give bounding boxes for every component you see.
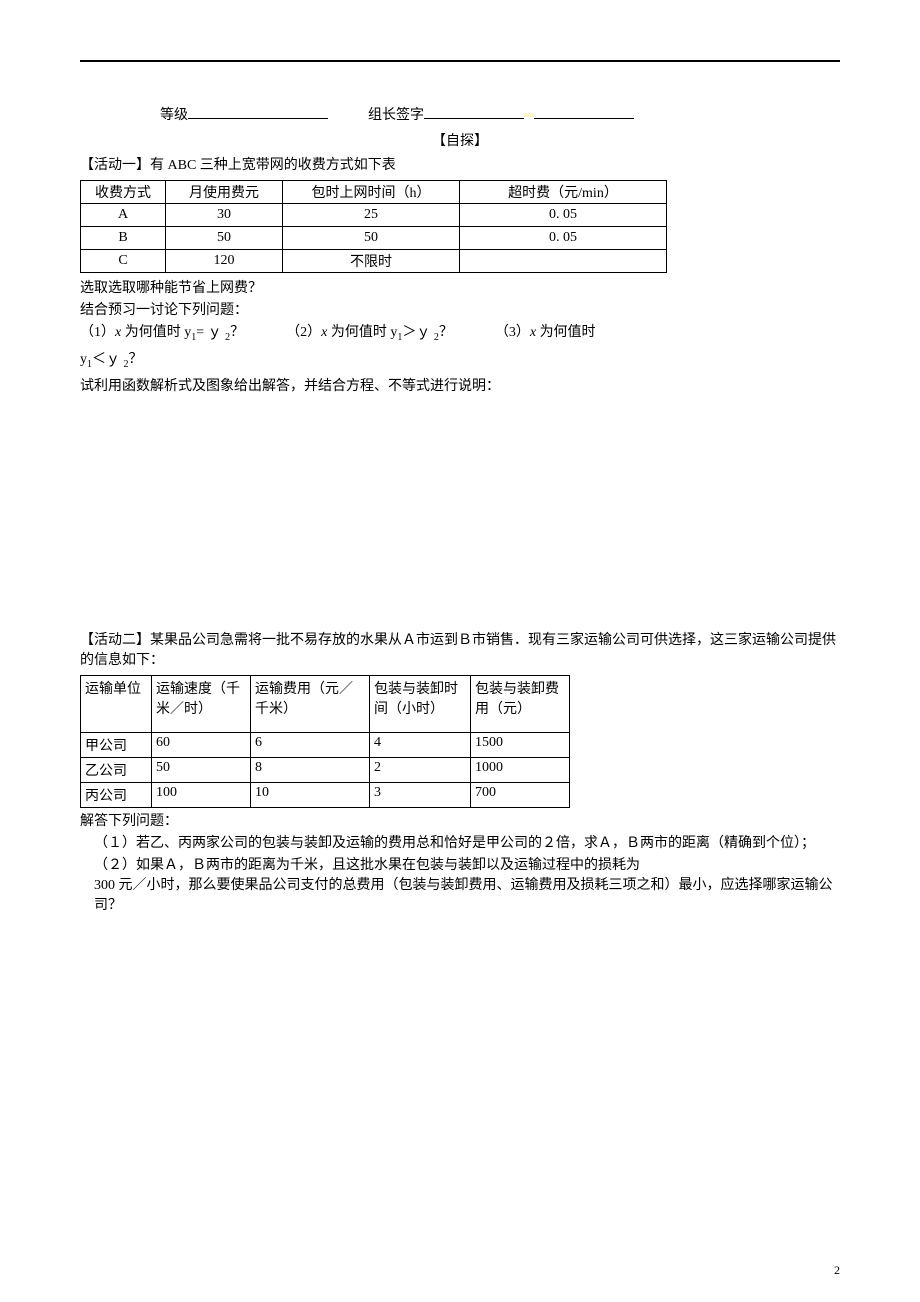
q1-mid: 为何值时 y: [121, 325, 191, 340]
ship-cell: 60: [152, 732, 251, 757]
top-rule: [80, 60, 840, 62]
q4-end: ？: [129, 352, 143, 367]
table-row: 收费方式 月使用费元 包时上网时间（h） 超时费（元/min）: [81, 181, 667, 204]
ship-cell: 1000: [471, 757, 570, 782]
q1-eq: = ｙ: [196, 325, 225, 340]
table-row: 甲公司 60 6 4 1500: [81, 732, 570, 757]
fee-col-3: 超时费（元/min）: [460, 181, 667, 204]
q3-mid: 为何值时: [536, 325, 596, 340]
q4-pre: y: [80, 352, 87, 367]
q4-lt: ＜ｙ: [92, 352, 124, 367]
fee-cell: 0. 05: [460, 204, 667, 227]
ship-cell: 50: [152, 757, 251, 782]
activity1-question-line2: y1＜ｙ 2？: [80, 350, 840, 375]
ship-cell: 乙公司: [81, 757, 152, 782]
activity1-questions: （1）x 为何值时 y1= ｙ 2？ （2）x 为何值时 y1＞ｙ 2？ （3）…: [80, 323, 840, 348]
table-row: 运输单位 运输速度（千米／时） 运输费用（元／千米） 包装与装卸时间（小时） 包…: [81, 675, 570, 732]
table-row: B 50 50 0. 05: [81, 227, 667, 250]
explore-title: 【自探】: [432, 134, 488, 149]
q1-end: ？: [230, 325, 244, 340]
ship-cell: 100: [152, 782, 251, 807]
q3-pre: （3）: [495, 325, 530, 340]
activity1-title: 【活动一】有 ABC 三种上宽带网的收费方式如下表: [80, 156, 840, 176]
table-row: 乙公司 50 8 2 1000: [81, 757, 570, 782]
table-row: 丙公司 100 10 3 700: [81, 782, 570, 807]
activity1-after1: 选取选取哪种能节省上网费？: [80, 279, 840, 299]
leader-blank-2: [534, 102, 634, 119]
leader-label: 组长签字: [368, 108, 424, 123]
grade-field: 等级: [160, 102, 328, 124]
signature-row: 等级 组长签字: [160, 102, 840, 124]
table-row: A 30 25 0. 05: [81, 204, 667, 227]
grade-label: 等级: [160, 108, 188, 123]
ship-cell: 2: [370, 757, 471, 782]
activity1-after2: 结合预习一讨论下列问题：: [80, 301, 840, 321]
fee-cell: 不限时: [283, 250, 460, 273]
ship-col-2: 运输费用（元／千米）: [251, 675, 370, 732]
ship-col-1: 运输速度（千米／时）: [152, 675, 251, 732]
fee-cell: C: [81, 250, 166, 273]
ship-col-3: 包装与装卸时间（小时）: [370, 675, 471, 732]
leader-field: 组长签字: [368, 102, 634, 124]
ship-cell: 6: [251, 732, 370, 757]
fee-cell: 30: [166, 204, 283, 227]
grade-blank: [188, 102, 328, 119]
q2-mid: 为何值时 y: [327, 325, 397, 340]
table-row: C 120 不限时: [81, 250, 667, 273]
fee-cell: 50: [166, 227, 283, 250]
leader-blank-1: [424, 102, 524, 119]
ship-col-0: 运输单位: [81, 675, 152, 732]
ship-cell: 甲公司: [81, 732, 152, 757]
q2-gt: ＞ｙ: [402, 325, 434, 340]
fee-cell: A: [81, 204, 166, 227]
ship-col-4: 包装与装卸费用（元）: [471, 675, 570, 732]
page-number: 2: [834, 1263, 840, 1278]
ship-cell: 4: [370, 732, 471, 757]
activity1-after3: 试利用函数解析式及图象给出解答，并结合方程、不等式进行说明：: [80, 377, 840, 397]
q2-pre: （2）: [286, 325, 321, 340]
fee-cell: 25: [283, 204, 460, 227]
ship-cell: 3: [370, 782, 471, 807]
q1-pre: （1）: [80, 325, 115, 340]
fee-cell: 50: [283, 227, 460, 250]
activity2-after1: 解答下列问题：: [80, 812, 840, 832]
yellow-dot-icon: [524, 113, 534, 117]
activity2-q2: （２）如果Ａ，Ｂ两市的距离为千米，且这批水果在包装与装卸以及运输过程中的损耗为 …: [94, 856, 840, 916]
fee-cell: 0. 05: [460, 227, 667, 250]
q2-end: ？: [439, 325, 453, 340]
ship-cell: 8: [251, 757, 370, 782]
fee-table: 收费方式 月使用费元 包时上网时间（h） 超时费（元/min） A 30 25 …: [80, 180, 667, 273]
work-space: [80, 399, 840, 629]
ship-cell: 1500: [471, 732, 570, 757]
fee-col-2: 包时上网时间（h）: [283, 181, 460, 204]
ship-cell: 丙公司: [81, 782, 152, 807]
shipping-table: 运输单位 运输速度（千米／时） 运输费用（元／千米） 包装与装卸时间（小时） 包…: [80, 675, 570, 808]
fee-cell: [460, 250, 667, 273]
activity2-title: 【活动二】某果品公司急需将一批不易存放的水果从Ａ市运到Ｂ市销售．现有三家运输公司…: [80, 631, 840, 671]
fee-col-0: 收费方式: [81, 181, 166, 204]
fee-cell: B: [81, 227, 166, 250]
activity2-q1: （１）若乙、丙两家公司的包装与装卸及运输的费用总和恰好是甲公司的２倍，求Ａ，Ｂ两…: [94, 834, 840, 854]
fee-col-1: 月使用费元: [166, 181, 283, 204]
ship-cell: 10: [251, 782, 370, 807]
ship-cell: 700: [471, 782, 570, 807]
fee-cell: 120: [166, 250, 283, 273]
